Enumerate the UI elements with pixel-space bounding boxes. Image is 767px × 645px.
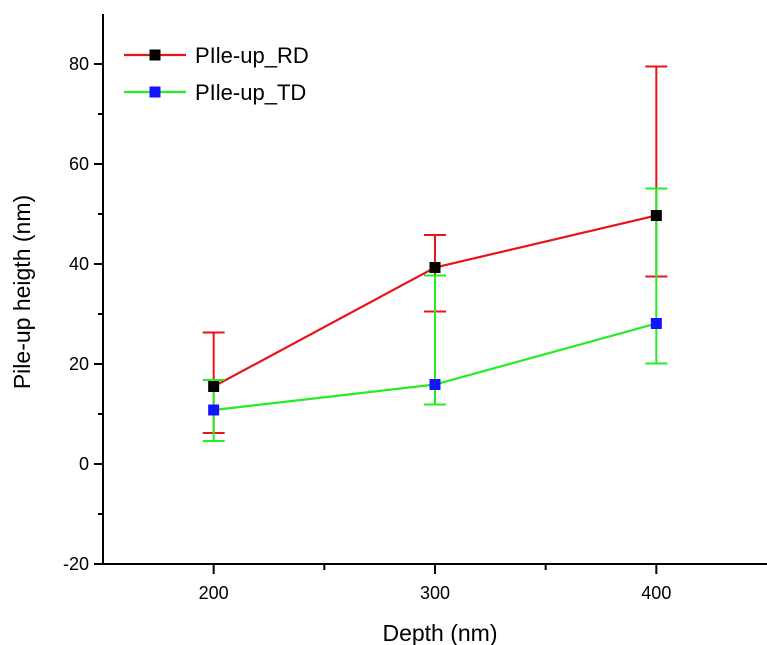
error-bars xyxy=(202,65,668,442)
y-tick-label: 40 xyxy=(69,254,89,274)
y-axis-title: Pile-up heigth (nm) xyxy=(9,195,35,389)
y-tick-label: 60 xyxy=(69,154,89,174)
data-point-2 xyxy=(650,318,662,329)
x-tick-label: 300 xyxy=(420,583,450,603)
legend: PIle-up_RD PIle-up_TD xyxy=(124,43,309,105)
legend-label: PIle-up_RD xyxy=(195,43,309,68)
data-point-1 xyxy=(429,262,441,273)
data-point-1 xyxy=(208,381,220,392)
y-tick-label: 0 xyxy=(79,454,89,474)
legend-marker xyxy=(149,49,161,61)
x-axis-title: Depth (nm) xyxy=(382,620,497,645)
legend-label: PIle-up_TD xyxy=(195,80,306,105)
tick-marks xyxy=(94,63,658,574)
legend-marker xyxy=(149,86,161,98)
markers xyxy=(208,210,662,416)
x-tick-label: 200 xyxy=(199,583,229,603)
tick-labels: -20 0 20 40 60 80 200 300 400 xyxy=(63,54,671,603)
data-point-1 xyxy=(650,210,662,221)
data-point-2 xyxy=(208,404,220,416)
x-tick-label: 400 xyxy=(641,583,671,603)
y-tick-label: 20 xyxy=(69,354,89,374)
y-tick-label: 80 xyxy=(69,54,89,74)
data-point-2 xyxy=(429,379,441,390)
y-tick-label: -20 xyxy=(63,554,89,574)
